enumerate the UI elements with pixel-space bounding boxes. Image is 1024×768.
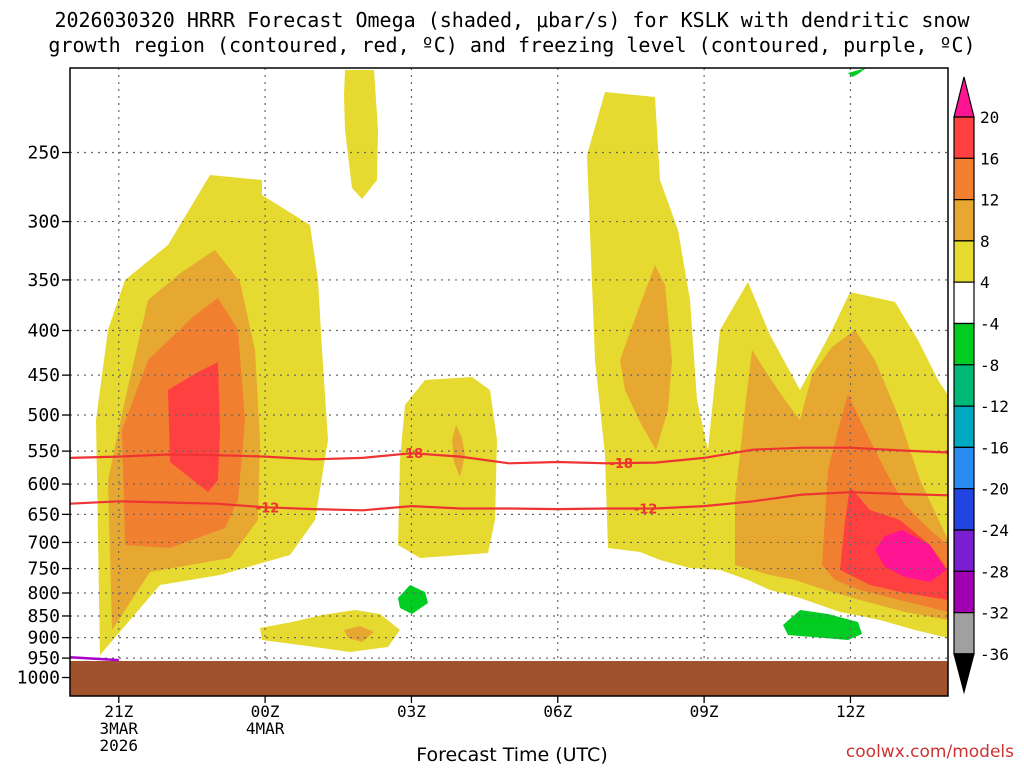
colorbar-swatch-7 (953, 364, 975, 407)
y-tick-label-400: 400 (27, 321, 60, 342)
omega-region-green-15 (398, 585, 428, 614)
omega-region-yellow-7 (260, 610, 400, 652)
contour-label--18-1: -18 (609, 457, 633, 472)
y-tick-label-250: 250 (27, 143, 60, 164)
colorbar-swatch-11 (953, 529, 975, 572)
colorbar-swatch-10 (953, 488, 975, 531)
colorbar-label--28: -28 (980, 562, 1009, 581)
y-tick-label-800: 800 (27, 583, 60, 604)
y-tick-label-1000: 1000 (17, 668, 60, 689)
colorbar-label--8: -8 (980, 356, 999, 375)
colorbar-swatch-6 (953, 322, 975, 366)
contour-label--12-1: -12 (634, 503, 658, 518)
x-tick-label: 06Z (543, 702, 572, 721)
colorbar-label-12: 12 (980, 191, 999, 210)
colorbar-swatch-9 (953, 446, 975, 490)
omega-region-green-17 (848, 68, 866, 77)
y-tick-label-850: 850 (27, 606, 60, 627)
x-axis-label: Forecast Time (UTC) (416, 744, 608, 766)
chart-title-line-2: growth region (contoured, red, ºC) and f… (48, 33, 976, 57)
y-tick-label-950: 950 (27, 648, 60, 669)
colorbar-swatch-1 (953, 116, 975, 159)
y-tick-label-700: 700 (27, 532, 60, 553)
chart-title-line-1: 2026030320 HRRR Forecast Omega (shaded, … (54, 8, 970, 32)
contour-label--12-0: -12 (256, 501, 280, 516)
colorbar-swatch-0 (953, 76, 975, 118)
contours: -18 -18 -12 -12 (69, 446, 949, 662)
ground-surface (70, 661, 948, 696)
y-tick-label-350: 350 (27, 270, 60, 291)
colorbar-label-4: 4 (980, 273, 990, 292)
colorbar-label-20: 20 (980, 108, 999, 127)
y-tick-label-600: 600 (27, 474, 60, 495)
x-tick-label: 3MAR (100, 719, 139, 738)
ground-layer (70, 661, 948, 696)
y-tick-label-650: 650 (27, 504, 60, 525)
colorbar-label--4: -4 (980, 315, 999, 334)
y-tick-label-900: 900 (27, 628, 60, 649)
freezing-level-contour (69, 656, 119, 662)
colorbar-swatch-13 (953, 612, 975, 655)
omega-shaded-fields (96, 68, 948, 655)
colorbar: 20 16 12 8 4 -4 -8 -12 -16 -20 -24 -28 -32 -36 (953, 76, 1009, 695)
colorbar-label-8: 8 (980, 232, 990, 251)
axes: 2503003504004505005506006507007508008509… (17, 67, 949, 755)
contour-label--18-0: -18 (400, 447, 424, 462)
omega-region-green-16 (783, 610, 862, 640)
colorbar-swatch-12 (953, 570, 975, 614)
omega-region-yellow-4 (344, 70, 378, 199)
omega-region-yellow-5 (398, 377, 497, 558)
dgz-contour--18 (69, 446, 949, 465)
plot-frame (69, 67, 949, 697)
colorbar-label--36: -36 (980, 645, 1009, 664)
x-tick-label: 21Z (104, 702, 133, 721)
x-tick-label: 2026 (100, 736, 139, 755)
colorbar-swatch-5 (953, 281, 975, 325)
omega-region-tan-6 (452, 425, 465, 477)
y-tick-label-750: 750 (27, 559, 60, 580)
colorbar-swatch-8 (953, 405, 975, 448)
colorbar-label-16: 16 (980, 149, 999, 168)
colorbar-swatch-4 (953, 240, 975, 283)
omega-region-pink-14 (875, 530, 946, 582)
colorbar-label--12: -12 (980, 397, 1009, 416)
colorbar-label--32: -32 (980, 604, 1009, 623)
x-tick-label: 03Z (397, 702, 426, 721)
colorbar-swatch-2 (953, 157, 975, 201)
colorbar-swatch-14 (953, 653, 975, 695)
dgz-contour--12 (69, 491, 949, 512)
y-tick-label-450: 450 (27, 365, 60, 386)
colorbar-swatch-3 (953, 199, 975, 242)
omega-region-tan-10 (620, 265, 672, 450)
omega-region-red-3 (168, 362, 220, 492)
y-tick-label-550: 550 (27, 441, 60, 462)
colorbar-label--20: -20 (980, 480, 1009, 499)
x-tick-label: 12Z (836, 702, 865, 721)
credit-link[interactable]: coolwx.com/models (845, 742, 1014, 762)
y-tick-label-500: 500 (27, 405, 60, 426)
colorbar-label--24: -24 (980, 521, 1009, 540)
x-tick-label: 4MAR (246, 719, 285, 738)
colorbar-label--16: -16 (980, 438, 1009, 457)
x-tick-label: 00Z (251, 702, 280, 721)
y-tick-label-300: 300 (27, 212, 60, 233)
x-tick-label: 09Z (690, 702, 719, 721)
